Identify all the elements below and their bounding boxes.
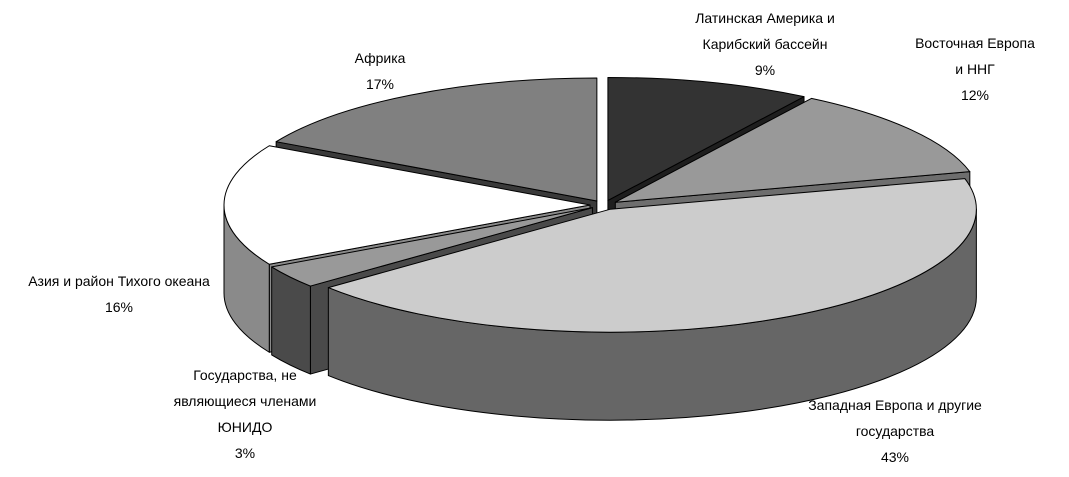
slice-top-western-europe	[327, 178, 977, 333]
slice-top-latin-america	[607, 76, 805, 201]
slice-label-latin-america: Латинская Америка и Карибский бассейн 9%	[695, 10, 835, 78]
slice-top-asia-pacific	[223, 145, 591, 265]
slice-top-non-members	[271, 207, 593, 287]
slice-label-non-members: Государства, не являющиеся членами ЮНИДО…	[173, 367, 317, 461]
slice-top-africa	[275, 77, 598, 202]
slice-label-africa: Африка 17%	[354, 50, 406, 92]
slice-label-eastern-europe: Восточная Европа и ННГ 12%	[915, 35, 1035, 103]
slice-label-asia-pacific: Азия и район Тихого океана 16%	[28, 273, 210, 315]
slice-top-eastern-europe	[614, 97, 971, 203]
slice-label-western-europe: Западная Европа и другие государства 43%	[808, 397, 982, 465]
